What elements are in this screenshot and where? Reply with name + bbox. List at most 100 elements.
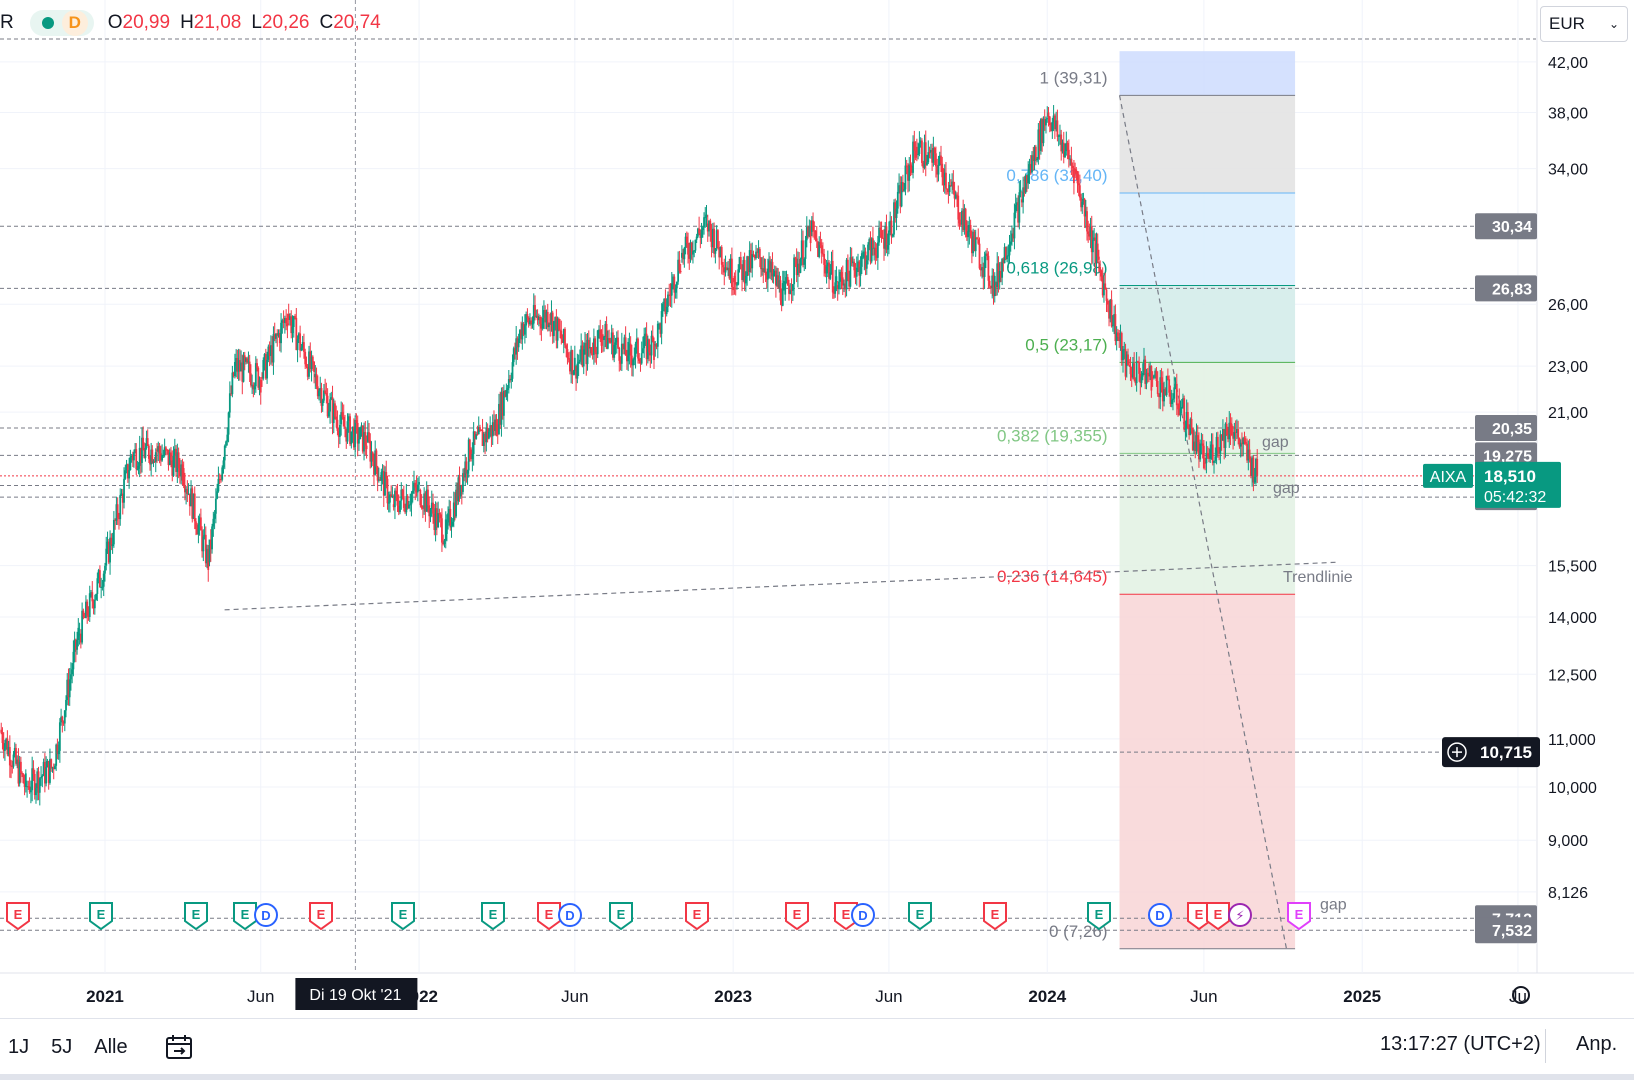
range-1y-button[interactable]: 1J xyxy=(8,1035,30,1058)
candle-body xyxy=(1144,359,1147,384)
candle-body xyxy=(800,240,803,259)
ohlc-legend: R D O 20,99 H 21,08 L 20,26 C 20,74 xyxy=(0,8,391,38)
candle-body xyxy=(717,230,719,248)
candle-body xyxy=(206,548,208,564)
candle-body xyxy=(648,339,650,353)
candle-body xyxy=(391,496,394,498)
candle-body xyxy=(1038,129,1041,151)
candle-body xyxy=(869,239,872,262)
candle-body xyxy=(677,259,680,282)
candle-body xyxy=(266,359,268,379)
candle-body xyxy=(549,314,552,325)
candle-body xyxy=(1018,192,1021,223)
candle-body xyxy=(114,519,117,521)
bottom-toolbar: 1J 5J Alle 13:17:27 (UTC+2) Anp. xyxy=(0,1018,1634,1075)
candle-body xyxy=(1228,422,1231,440)
candle-body xyxy=(408,504,410,509)
candle-body xyxy=(813,230,816,232)
candle-body xyxy=(345,428,348,442)
candle-body xyxy=(1095,243,1098,264)
candle-body xyxy=(491,422,494,437)
candle-body xyxy=(769,260,772,273)
candle-body xyxy=(1238,437,1241,447)
market-status-pill[interactable]: D xyxy=(29,10,94,36)
range-5y-button[interactable]: 5J xyxy=(51,1035,73,1058)
candle-body xyxy=(613,344,616,358)
candle-body xyxy=(195,521,197,530)
candle-body xyxy=(495,419,498,437)
candle-body xyxy=(368,432,370,441)
currency-select[interactable]: EUR ⌄ xyxy=(1540,6,1628,42)
candle-body xyxy=(1075,169,1078,174)
candle-body xyxy=(92,601,95,609)
candle-body xyxy=(555,317,558,341)
candle-body xyxy=(429,509,432,517)
divider xyxy=(1545,1029,1546,1063)
candle-body xyxy=(110,537,113,547)
candle-body xyxy=(487,431,490,439)
candle-body xyxy=(335,416,338,420)
candle-body xyxy=(913,141,916,151)
candle-body xyxy=(1070,158,1073,166)
candle-body xyxy=(970,236,973,254)
candle-body xyxy=(287,314,290,320)
candle-body xyxy=(447,513,449,523)
candle-body xyxy=(1052,115,1055,122)
earnings-marker-label: E xyxy=(1095,907,1104,922)
candle-body xyxy=(948,185,951,193)
candle-body xyxy=(682,252,685,260)
candle-body xyxy=(923,142,926,168)
candle-body xyxy=(983,256,986,277)
candle-body xyxy=(884,226,887,249)
price-tick-label: 9,000 xyxy=(1548,833,1588,850)
earnings-marker-label: E xyxy=(916,907,925,922)
candle-body xyxy=(567,358,570,360)
candle-body xyxy=(945,172,947,189)
candle-body xyxy=(457,477,460,502)
candle-body xyxy=(125,464,128,471)
candle-body xyxy=(1172,398,1174,400)
candle-body xyxy=(572,371,575,375)
range-all-button[interactable]: Alle xyxy=(94,1035,128,1058)
candle-body xyxy=(650,335,653,356)
candle-body xyxy=(50,759,53,769)
candle-body xyxy=(1027,173,1030,184)
candle-body xyxy=(867,244,869,261)
candle-body xyxy=(430,502,433,510)
candle-body xyxy=(526,314,529,318)
candle-body xyxy=(1077,183,1080,186)
candle-body xyxy=(1093,237,1096,240)
fib-zone xyxy=(1119,362,1296,595)
candle-body xyxy=(1216,436,1219,451)
candle-body xyxy=(109,537,111,563)
candle-body xyxy=(418,482,420,485)
timezone-clock[interactable]: 13:17:27 (UTC+2) xyxy=(1380,1033,1541,1055)
candle-body xyxy=(537,316,540,321)
candle-body xyxy=(1155,370,1158,381)
candle-body xyxy=(85,601,87,618)
candle-body xyxy=(928,152,931,154)
high-label: H xyxy=(180,12,194,33)
candle-body xyxy=(176,452,179,472)
candle-body xyxy=(1069,158,1072,160)
candle-body xyxy=(962,210,965,230)
candle-body xyxy=(329,399,331,412)
candle-body xyxy=(889,220,892,232)
candle-body xyxy=(232,372,235,377)
adjust-button[interactable]: Anp. xyxy=(1576,1033,1618,1055)
date-range-icon[interactable] xyxy=(164,1033,194,1061)
time-tick-label: Jun xyxy=(875,987,902,1006)
candle-body xyxy=(246,358,249,363)
price-badge-bg xyxy=(1475,415,1537,442)
candle-body xyxy=(1169,392,1172,404)
candle-body xyxy=(506,388,509,390)
candle-body xyxy=(963,208,966,230)
candle-body xyxy=(539,316,542,324)
candle-body xyxy=(692,251,694,255)
candle-body xyxy=(97,570,100,579)
candle-body xyxy=(435,508,438,528)
candle-body xyxy=(146,438,149,446)
candle-body xyxy=(1255,458,1257,477)
